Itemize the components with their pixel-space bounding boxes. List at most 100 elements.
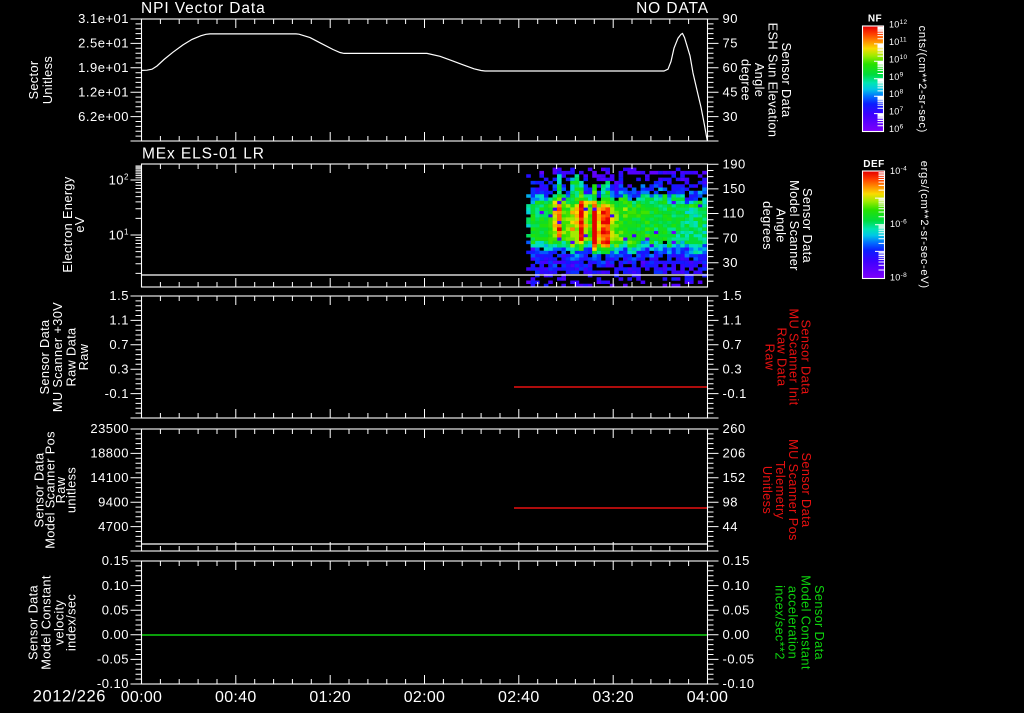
svg-text:2012/226: 2012/226 — [33, 688, 106, 706]
svg-text:0.10: 0.10 — [102, 578, 129, 593]
svg-text:108: 108 — [889, 89, 904, 100]
svg-text:0.15: 0.15 — [723, 553, 750, 568]
svg-text:1.5: 1.5 — [723, 288, 743, 303]
svg-text:75: 75 — [723, 36, 738, 51]
svg-text:18800: 18800 — [90, 446, 129, 461]
svg-text:04:00: 04:00 — [687, 689, 729, 706]
svg-text:Sensor Data: Sensor Data — [779, 43, 794, 119]
svg-text:150: 150 — [723, 181, 746, 196]
svg-text:Raw: Raw — [53, 476, 68, 503]
svg-text:Model Scanner: Model Scanner — [787, 180, 802, 271]
svg-text:degrees: degrees — [760, 201, 775, 250]
svg-text:Sensor Data: Sensor Data — [799, 320, 814, 396]
svg-text:106: 106 — [889, 124, 904, 135]
svg-text:Telemetry: Telemetry — [773, 461, 788, 520]
svg-text:MU Scanner Pos: MU Scanner Pos — [786, 439, 801, 541]
svg-text:-0.10: -0.10 — [97, 676, 129, 691]
svg-text:1.9e+01: 1.9e+01 — [78, 60, 129, 75]
svg-text:Unitless: Unitless — [40, 56, 55, 104]
svg-text:03:20: 03:20 — [592, 689, 634, 706]
svg-text:MU Scanner +30V: MU Scanner +30V — [50, 302, 65, 412]
svg-text:Sensor Data: Sensor Data — [37, 319, 52, 395]
svg-text:0.00: 0.00 — [102, 627, 129, 642]
svg-text:260: 260 — [723, 421, 746, 436]
svg-text:Sensor Data: Sensor Data — [799, 453, 814, 529]
svg-text:1012: 1012 — [889, 19, 908, 30]
svg-text:eV: eV — [72, 216, 87, 232]
svg-text:60: 60 — [723, 60, 738, 75]
svg-text:0.15: 0.15 — [102, 553, 129, 568]
svg-text:3.1e+01: 3.1e+01 — [78, 11, 129, 26]
svg-text:0.7: 0.7 — [109, 337, 129, 352]
svg-text:Sensor Data: Sensor Data — [812, 585, 827, 661]
svg-text:ergs/(cm**2-sr-sec-eV): ergs/(cm**2-sr-sec-eV) — [918, 161, 930, 289]
svg-text:-0.1: -0.1 — [105, 386, 129, 401]
svg-text:-0.1: -0.1 — [723, 386, 747, 401]
svg-text:02:00: 02:00 — [404, 689, 446, 706]
svg-text:10-4: 10-4 — [890, 166, 907, 177]
svg-text:0.7: 0.7 — [723, 337, 743, 352]
svg-text:9400: 9400 — [98, 494, 129, 509]
svg-text:30: 30 — [723, 109, 738, 124]
svg-text:Model Constant: Model Constant — [799, 575, 814, 670]
svg-text:14100: 14100 — [90, 470, 129, 485]
svg-text:101: 101 — [109, 228, 129, 243]
svg-text:Angle: Angle — [773, 208, 788, 242]
svg-text:Raw: Raw — [76, 343, 91, 370]
svg-text:00:40: 00:40 — [215, 689, 257, 706]
svg-text:MU Scanner Init: MU Scanner Init — [787, 309, 802, 406]
svg-text:Raw Data: Raw Data — [64, 327, 79, 387]
svg-text:102: 102 — [109, 173, 129, 188]
svg-text:10-8: 10-8 — [890, 272, 907, 283]
svg-text:4700: 4700 — [98, 519, 129, 534]
svg-text:6.2e+00: 6.2e+00 — [78, 109, 129, 124]
svg-text:Raw: Raw — [763, 344, 778, 371]
svg-text:109: 109 — [889, 71, 904, 82]
svg-text:DEF: DEF — [863, 159, 885, 170]
svg-text:0.00: 0.00 — [723, 627, 750, 642]
svg-text:Raw Data: Raw Data — [775, 328, 790, 388]
svg-text:unitless: unitless — [63, 467, 78, 513]
svg-text:0.05: 0.05 — [102, 602, 129, 617]
svg-text:1.5: 1.5 — [109, 288, 129, 303]
svg-text:00:00: 00:00 — [121, 689, 163, 706]
svg-text:Model Scanner Pos: Model Scanner Pos — [43, 431, 58, 549]
svg-text:-0.10: -0.10 — [723, 676, 755, 691]
svg-text:1.1: 1.1 — [723, 313, 743, 328]
svg-text:velocity: velocity — [51, 600, 66, 646]
svg-text:1.1: 1.1 — [109, 313, 129, 328]
svg-text:Model Constant: Model Constant — [39, 575, 54, 670]
svg-text:index/sec: index/sec — [63, 594, 78, 651]
svg-text:Unitless: Unitless — [760, 466, 775, 514]
svg-text:0.10: 0.10 — [723, 578, 750, 593]
svg-text:107: 107 — [889, 106, 904, 117]
svg-text:2.5e+01: 2.5e+01 — [78, 36, 129, 51]
svg-text:cnts/(cm**2-sr-sec): cnts/(cm**2-sr-sec) — [916, 26, 928, 133]
svg-text:Sensor Data: Sensor Data — [26, 584, 41, 660]
svg-text:Sector: Sector — [26, 60, 41, 99]
svg-text:206: 206 — [723, 446, 746, 461]
svg-text:-0.05: -0.05 — [723, 652, 755, 667]
svg-text:152: 152 — [723, 470, 746, 485]
svg-text:Electron Energy: Electron Energy — [60, 176, 75, 273]
svg-text:MEx ELS-01 LR: MEx ELS-01 LR — [142, 146, 265, 163]
svg-text:1010: 1010 — [889, 54, 908, 65]
svg-text:90: 90 — [723, 11, 738, 26]
svg-text:degree: degree — [739, 59, 754, 101]
svg-text:Sensor Data: Sensor Data — [32, 452, 47, 528]
svg-text:45: 45 — [723, 84, 738, 99]
svg-text:NPI Vector Data: NPI Vector Data — [141, 0, 266, 17]
svg-text:incex/sec**2: incex/sec**2 — [773, 585, 788, 660]
svg-text:1011: 1011 — [889, 36, 907, 47]
svg-text:01:20: 01:20 — [309, 689, 351, 706]
svg-text:ESH Sun Elevation: ESH Sun Elevation — [766, 23, 781, 138]
svg-text:-0.05: -0.05 — [97, 652, 129, 667]
svg-text:02:40: 02:40 — [498, 689, 540, 706]
svg-text:10-6: 10-6 — [890, 219, 907, 230]
svg-text:Sensor Data: Sensor Data — [800, 188, 815, 264]
svg-text:190: 190 — [723, 157, 746, 172]
svg-text:NF: NF — [868, 14, 882, 25]
svg-text:0.05: 0.05 — [723, 602, 750, 617]
svg-text:23500: 23500 — [90, 421, 129, 436]
svg-text:0.3: 0.3 — [723, 361, 743, 376]
